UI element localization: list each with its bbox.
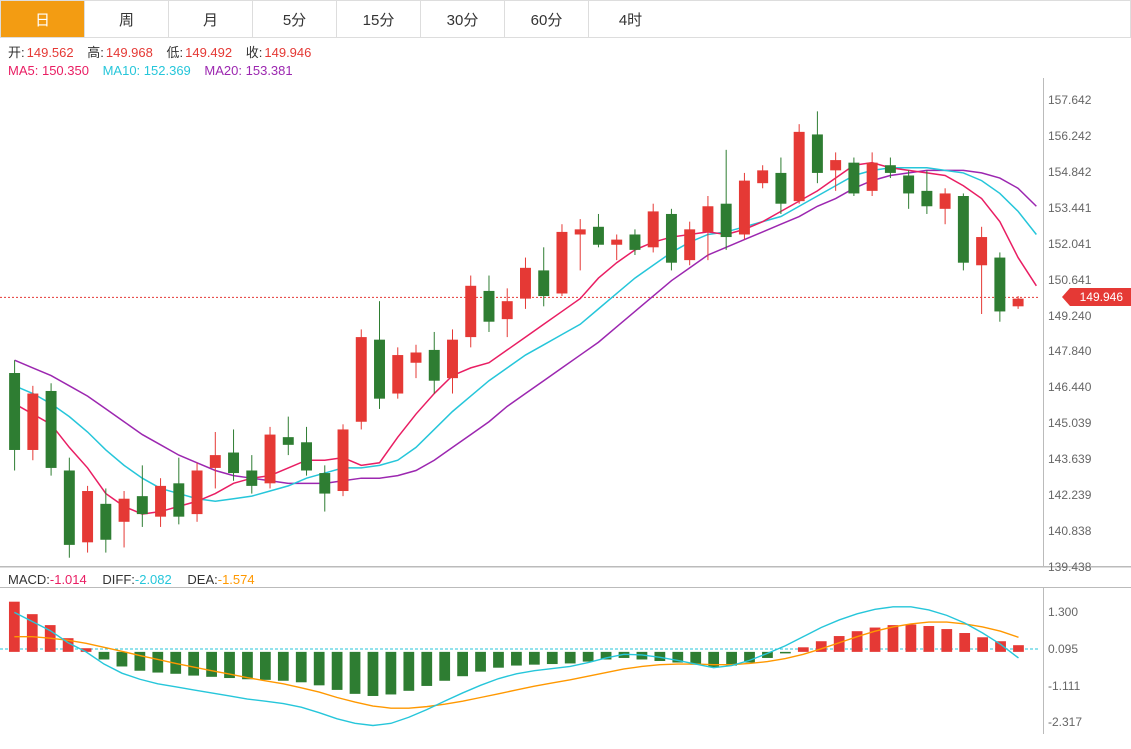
- timeframe-tabs: 日周月5分15分30分60分4时: [0, 0, 1131, 38]
- tab-30分[interactable]: 30分: [420, 1, 504, 37]
- close-label: 收:: [246, 45, 263, 60]
- tab-4时[interactable]: 4时: [588, 1, 672, 37]
- tab-月[interactable]: 月: [168, 1, 252, 37]
- tab-15分[interactable]: 15分: [336, 1, 420, 37]
- tab-60分[interactable]: 60分: [504, 1, 588, 37]
- ma-row: MA5: 150.350 MA10: 152.369 MA20: 153.381: [0, 61, 1131, 78]
- low-value: 149.492: [185, 45, 232, 60]
- high-value: 149.968: [106, 45, 153, 60]
- price-chart-area[interactable]: 139.438140.838142.239143.639145.039146.4…: [0, 78, 1131, 567]
- ma5-text: MA5: 150.350: [8, 63, 89, 78]
- tab-日[interactable]: 日: [0, 1, 84, 37]
- current-price-label: 149.946: [1070, 288, 1131, 306]
- ohlc-row: 开:149.562 高:149.968 低:149.492 收:149.946: [0, 38, 1131, 61]
- tab-5分[interactable]: 5分: [252, 1, 336, 37]
- low-label: 低:: [167, 45, 184, 60]
- price-y-axis: 139.438140.838142.239143.639145.039146.4…: [1043, 78, 1131, 567]
- dea-value: -1.574: [218, 572, 255, 587]
- diff-value: -2.082: [135, 572, 172, 587]
- ma10-text: MA10: 152.369: [103, 63, 191, 78]
- open-label: 开:: [8, 45, 25, 60]
- high-label: 高:: [87, 45, 104, 60]
- open-value: 149.562: [27, 45, 74, 60]
- ma20-text: MA20: 153.381: [204, 63, 292, 78]
- macd-y-axis: -2.317-1.1110.0951.300: [1043, 588, 1131, 734]
- macd-info-row: MACD:-1.014 DIFF:-2.082 DEA:-1.574: [0, 567, 1131, 587]
- tab-周[interactable]: 周: [84, 1, 168, 37]
- close-value: 149.946: [264, 45, 311, 60]
- macd-value: -1.014: [50, 572, 87, 587]
- macd-chart-area[interactable]: -2.317-1.1110.0951.300: [0, 587, 1131, 733]
- macd-chart[interactable]: [0, 588, 1040, 734]
- candlestick-chart[interactable]: [0, 78, 1040, 567]
